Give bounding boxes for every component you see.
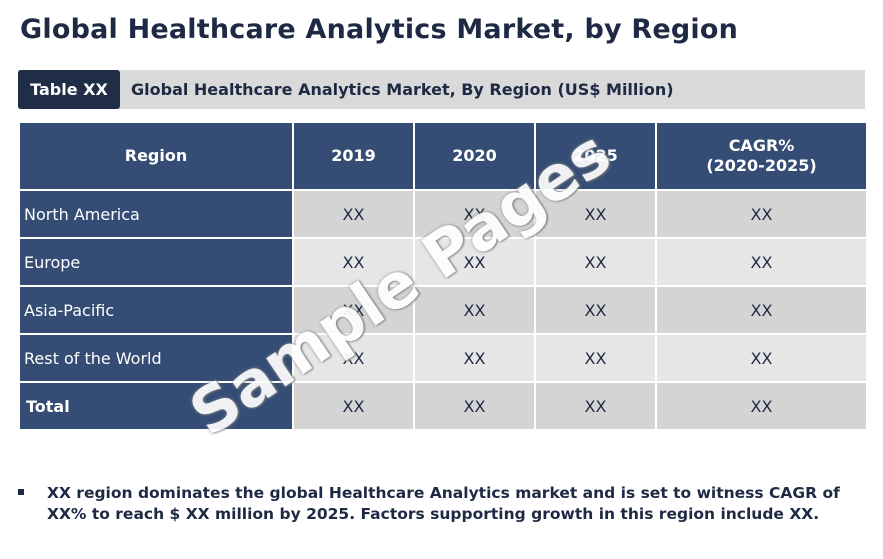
table-number-tag: Table XX	[18, 70, 120, 109]
bullet-text: XX region dominates the global Healthcar…	[47, 484, 840, 523]
header-2020: 2020	[413, 121, 536, 191]
row-region-name: Asia-Pacific	[18, 285, 294, 335]
cell-2025: XX	[534, 381, 657, 431]
table-caption-bar: Table XX Global Healthcare Analytics Mar…	[18, 70, 865, 109]
cell-2020: XX	[413, 333, 536, 383]
row-region-name: Rest of the World	[18, 333, 294, 383]
table-row: Asia-Pacific XX XX XX XX	[18, 285, 868, 335]
cell-2020: XX	[413, 189, 536, 239]
cell-cagr: XX	[655, 381, 868, 431]
region-table: Region 2019 2020 2025 CAGR% (2020-2025) …	[18, 121, 868, 431]
header-2019: 2019	[292, 121, 415, 191]
table-row: Europe XX XX XX XX	[18, 237, 868, 287]
table-total-row: Total XX XX XX XX	[18, 381, 868, 431]
cell-2025: XX	[534, 189, 657, 239]
cell-2019: XX	[292, 333, 415, 383]
bullet-square-icon	[18, 489, 24, 495]
cell-2025: XX	[534, 285, 657, 335]
cell-2020: XX	[413, 237, 536, 287]
row-region-name: Europe	[18, 237, 294, 287]
cell-2025: XX	[534, 333, 657, 383]
header-region: Region	[18, 121, 294, 191]
key-finding-bullet: XX region dominates the global Healthcar…	[18, 483, 858, 525]
page-title: Global Healthcare Analytics Market, by R…	[20, 14, 739, 45]
row-total-label: Total	[18, 381, 294, 431]
cell-cagr: XX	[655, 333, 868, 383]
cell-2019: XX	[292, 381, 415, 431]
header-cagr-period: (2020-2025)	[706, 156, 817, 175]
cell-2019: XX	[292, 237, 415, 287]
cell-2025: XX	[534, 237, 657, 287]
cell-cagr: XX	[655, 237, 868, 287]
cell-2020: XX	[413, 381, 536, 431]
cell-cagr: XX	[655, 189, 868, 239]
table-caption: Global Healthcare Analytics Market, By R…	[131, 80, 674, 99]
table-header-row: Region 2019 2020 2025 CAGR% (2020-2025)	[18, 121, 868, 191]
header-2025: 2025	[534, 121, 657, 191]
table-row: North America XX XX XX XX	[18, 189, 868, 239]
header-cagr-label: CAGR%	[728, 136, 795, 155]
header-cagr: CAGR% (2020-2025)	[655, 121, 868, 191]
cell-2019: XX	[292, 285, 415, 335]
cell-cagr: XX	[655, 285, 868, 335]
cell-2020: XX	[413, 285, 536, 335]
cell-2019: XX	[292, 189, 415, 239]
table-row: Rest of the World XX XX XX XX	[18, 333, 868, 383]
row-region-name: North America	[18, 189, 294, 239]
